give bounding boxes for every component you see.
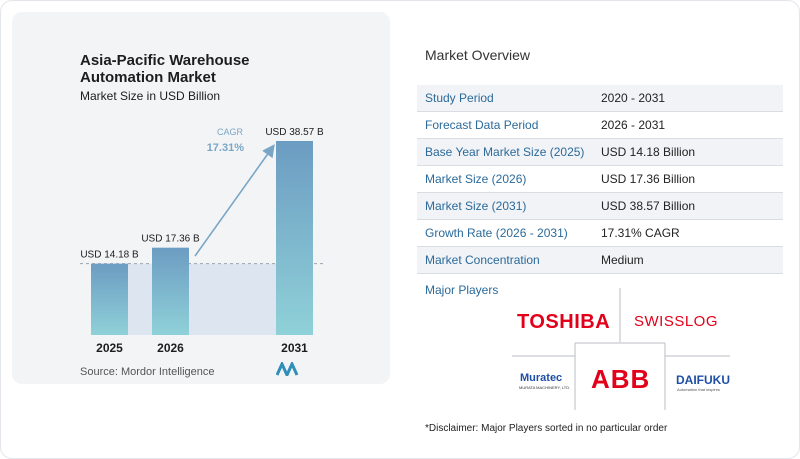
- row-key: Study Period: [417, 85, 593, 112]
- overview-row: Growth Rate (2026 - 2031) 17.31% CAGR: [417, 219, 783, 247]
- bar-chart: USD 14.18 B 2025 USD 17.36 B 2026 USD 38.57 …: [80, 127, 326, 355]
- chart-subtitle: Market Size in USD Billion: [80, 89, 221, 103]
- mordor-logo-icon: [276, 362, 299, 376]
- overview-row: Market Size (2026) USD 17.36 Billion: [417, 165, 783, 193]
- cagr-arrow: [194, 144, 275, 257]
- chart-title: Asia-Pacific Warehouse Automation Market: [80, 52, 250, 86]
- bar-2026: [152, 247, 189, 335]
- row-key: Growth Rate (2026 - 2031): [417, 219, 593, 247]
- row-key: Market Size (2031): [417, 192, 593, 220]
- row-value: 2026 - 2031: [593, 111, 783, 139]
- row-key: Market Concentration: [417, 246, 593, 274]
- bar-value-label: USD 14.18 B: [80, 250, 139, 261]
- swisslog-logo: SWISSLOG: [634, 313, 719, 330]
- source-note: Source: Mordor Intelligence: [80, 366, 215, 378]
- cagr-value: 17.31%: [207, 142, 245, 154]
- overview-row: Market Concentration Medium: [417, 246, 783, 274]
- row-key: Forecast Data Period: [417, 111, 593, 139]
- overview-row: Base Year Market Size (2025) USD 14.18 Bi…: [417, 138, 783, 166]
- row-value: Medium: [593, 246, 783, 274]
- cagr-label: CAGR: [217, 127, 244, 137]
- daifuku-subtitle: Automation that inspires: [677, 387, 720, 392]
- x-tick-label: 2025: [96, 341, 123, 355]
- abb-logo: ABB: [591, 364, 651, 394]
- bar-2025: [91, 263, 128, 335]
- row-value: 17.31% CAGR: [593, 219, 783, 247]
- bar-value-label: USD 38.57 B: [265, 127, 324, 138]
- overview-table: Study Period 2020 - 2031 Forecast Data Pe…: [417, 85, 783, 274]
- row-value: USD 38.57 Billion: [593, 192, 783, 220]
- players-title: Major Players: [425, 283, 499, 297]
- bar-2031: [276, 141, 313, 335]
- row-key: Base Year Market Size (2025): [417, 138, 593, 166]
- toshiba-logo: TOSHIBA: [517, 311, 611, 333]
- daifuku-logo: DAIFUKU: [676, 373, 730, 387]
- muratec-subtitle: MURATA MACHINERY, LTD.: [519, 385, 571, 390]
- x-tick-label: 2031: [281, 341, 308, 355]
- row-value: 2020 - 2031: [593, 85, 783, 112]
- overview-row: Forecast Data Period 2026 - 2031: [417, 111, 783, 139]
- row-key: Market Size (2026): [417, 165, 593, 193]
- overview-row: Market Size (2031) USD 38.57 Billion: [417, 192, 783, 220]
- disclaimer: *Disclaimer: Major Players sorted in no …: [425, 423, 668, 434]
- overview-row: Study Period 2020 - 2031: [417, 85, 783, 112]
- bar-value-label: USD 17.36 B: [141, 234, 200, 245]
- muratec-logo: Muratec: [520, 372, 563, 384]
- overview-title: Market Overview: [425, 47, 531, 63]
- row-value: USD 14.18 Billion: [593, 138, 783, 166]
- x-tick-label: 2026: [157, 341, 184, 355]
- row-value: USD 17.36 Billion: [593, 165, 783, 193]
